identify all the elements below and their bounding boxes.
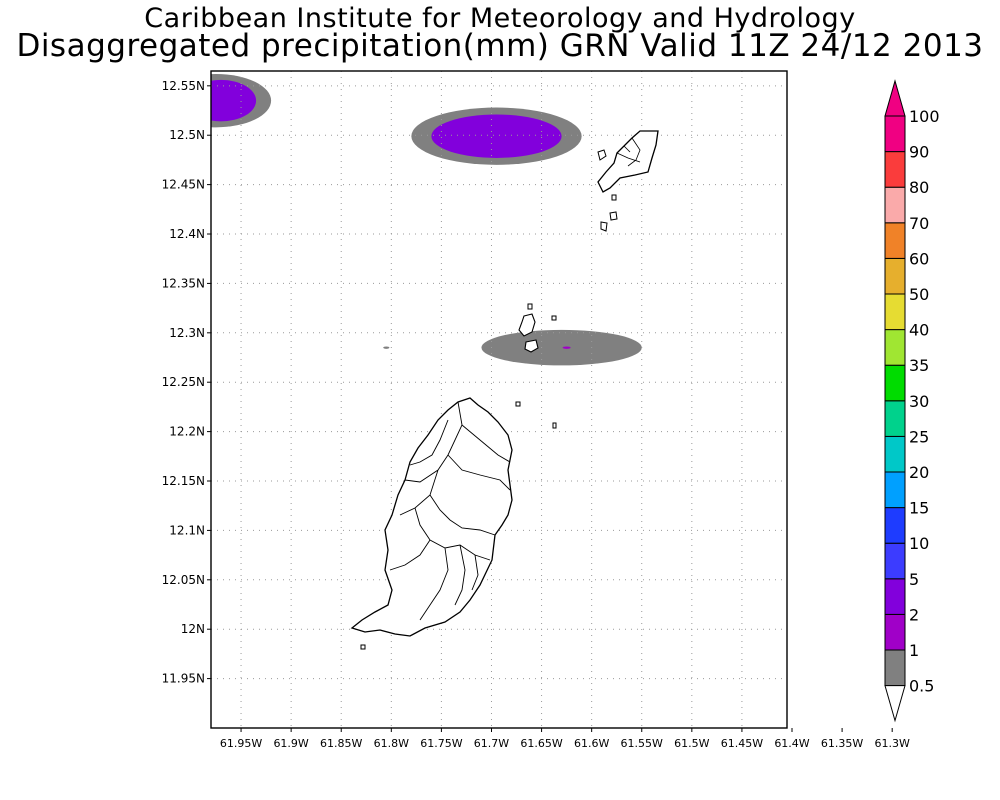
islet-f xyxy=(527,303,533,310)
colorbar-label: 20 xyxy=(909,463,929,482)
islet-d xyxy=(518,313,536,337)
lon-tick-label: 61.7W xyxy=(474,737,509,750)
colorbar-band xyxy=(884,613,906,651)
colorbar-label: 10 xyxy=(909,534,929,553)
map-grid xyxy=(211,71,787,728)
colorbar-label: 30 xyxy=(909,392,929,411)
lat-tick-label: 12.15N xyxy=(162,474,205,488)
lon-tick-label: 61.45W xyxy=(721,737,763,750)
precip-area-west-speck xyxy=(383,346,390,349)
map-frame xyxy=(210,70,788,729)
lon-tick-label: 61.95W xyxy=(220,737,262,750)
carriacou-island xyxy=(597,130,659,193)
colorbar-label: 70 xyxy=(909,214,929,233)
islet-g xyxy=(551,315,557,321)
lon-tick-label: 61.3W xyxy=(874,737,909,750)
colorbar-label: 50 xyxy=(909,285,929,304)
colorbar-label: 90 xyxy=(909,143,929,162)
lon-tick-label: 61.8W xyxy=(374,737,409,750)
islet-j xyxy=(360,644,366,650)
colorbar-band xyxy=(884,151,906,188)
axis-ticks: 61.95W 61.9W 61.85W 61.8W 61.75W 61.7W 61.65W 6… xyxy=(162,79,910,750)
colorbar-band xyxy=(884,257,906,295)
colorbar-label: 35 xyxy=(909,356,929,375)
colorbar-band xyxy=(884,435,906,473)
colorbar-band xyxy=(884,471,906,509)
colorbar-label: 80 xyxy=(909,178,929,197)
colorbar-label: 15 xyxy=(909,499,929,518)
colorbar-label: 60 xyxy=(909,249,929,268)
precip-core-northwest-corner-cell xyxy=(211,79,257,122)
precip-area-north-grenada-band xyxy=(481,329,642,366)
lat-tick-label: 12.4N xyxy=(169,227,205,241)
lon-tick-label: 61.5W xyxy=(674,737,709,750)
lon-tick-label: 61.6W xyxy=(574,737,609,750)
lat-tick-label: 12.05N xyxy=(162,573,205,587)
colorbar-label: 1 xyxy=(909,641,919,660)
colorbar-band xyxy=(884,542,906,580)
islet-i xyxy=(552,422,557,429)
lat-tick-label: 12.55N xyxy=(162,79,205,93)
lat-tick-label: 12.25N xyxy=(162,375,205,389)
lat-tick-label: 12.3N xyxy=(169,326,205,340)
lon-tick-label: 61.9W xyxy=(273,737,308,750)
grenada-internal-boundaries xyxy=(389,401,511,621)
colorbar-label: 2 xyxy=(909,605,919,624)
colorbar-band xyxy=(884,364,906,402)
precip-core-north-grenada-band xyxy=(562,346,571,349)
colorbar-label: 40 xyxy=(909,321,929,340)
islet-h xyxy=(515,401,521,407)
lon-tick-label: 61.35W xyxy=(821,737,863,750)
colorbar-band xyxy=(884,222,906,259)
lat-tick-label: 12.35N xyxy=(162,276,205,290)
lon-tick-label: 61.55W xyxy=(621,737,663,750)
grenada-island xyxy=(350,397,513,637)
islet-b xyxy=(600,221,608,232)
colorbar-label: 5 xyxy=(909,570,919,589)
map-subtitle: Disaggregated precipitation(mm) GRN Vali… xyxy=(16,28,984,64)
colorbar-label: 0.5 xyxy=(909,677,934,696)
colorbar-band xyxy=(884,115,906,153)
coastlines xyxy=(350,130,659,650)
colorbar-band xyxy=(884,507,906,544)
carriacou-internal-boundaries xyxy=(616,137,641,167)
precipitation-layer xyxy=(211,73,642,366)
colorbar-over-triangle xyxy=(884,79,906,117)
colorbar-label: 100 xyxy=(909,107,940,126)
colorbar-band xyxy=(884,649,906,687)
petite-martinique-island xyxy=(597,149,607,161)
lon-tick-label: 61.4W xyxy=(774,737,809,750)
colorbar-band xyxy=(884,186,906,224)
lat-tick-label: 12N xyxy=(181,622,205,636)
colorbar-band xyxy=(884,329,906,366)
islet-a xyxy=(609,211,618,221)
lat-tick-label: 12.2N xyxy=(169,425,205,439)
colorbar-band xyxy=(884,400,906,437)
lat-tick-label: 11.95N xyxy=(162,672,205,686)
lat-tick-label: 12.5N xyxy=(169,128,205,142)
lon-tick-label: 61.65W xyxy=(520,737,562,750)
colorbar-label: 25 xyxy=(909,427,929,446)
lat-tick-label: 12.1N xyxy=(169,523,205,537)
colorbar-band xyxy=(884,293,906,331)
precip-core-north-cell xyxy=(431,114,562,158)
colorbar-band xyxy=(884,578,906,615)
islet-c xyxy=(611,194,617,201)
lon-tick-label: 61.75W xyxy=(420,737,462,750)
islet-e xyxy=(524,339,539,353)
lon-tick-label: 61.85W xyxy=(320,737,362,750)
map-title: Caribbean Institute for Meteorology and … xyxy=(144,3,856,34)
colorbar-under-triangle xyxy=(884,685,906,723)
lat-tick-label: 12.45N xyxy=(162,178,205,192)
